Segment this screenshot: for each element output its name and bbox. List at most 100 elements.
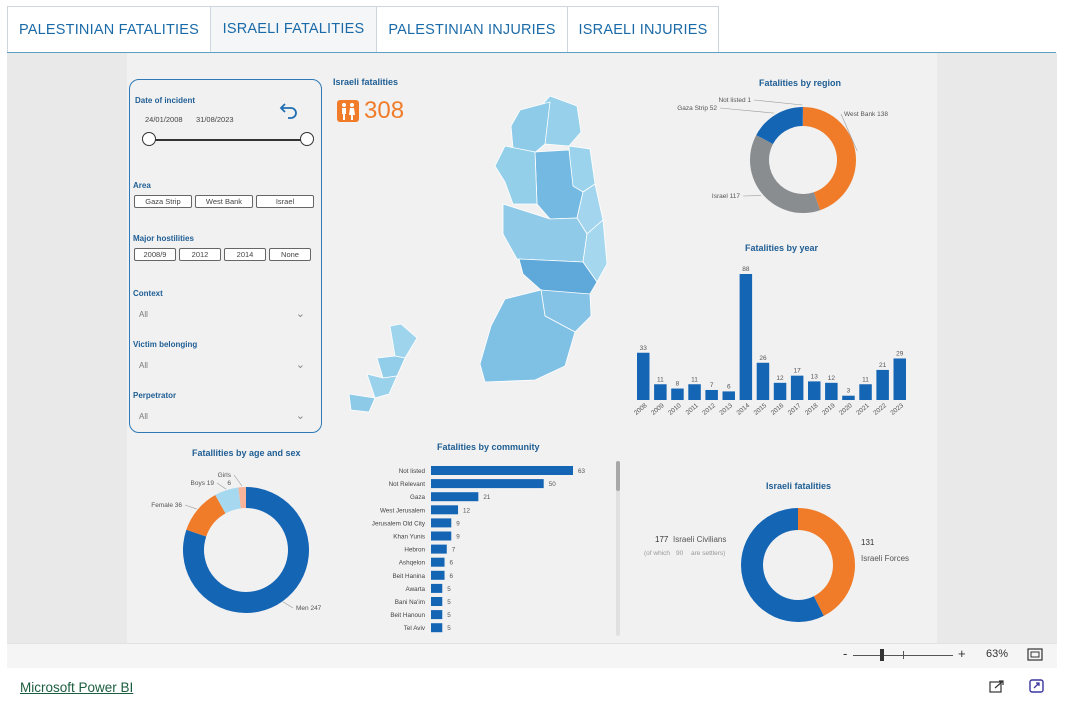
year-chart-title: Fatalities by year <box>745 243 819 253</box>
zoom-in-button[interactable]: + <box>958 646 966 661</box>
israeli-slice[interactable] <box>741 508 824 622</box>
hostilities-chip-none[interactable]: None <box>269 248 311 261</box>
area-chip-israel[interactable]: Israel <box>256 195 314 208</box>
age-label: Men 247 <box>296 605 322 612</box>
chevron-down-icon: ⌄ <box>295 410 305 422</box>
year-bar[interactable] <box>637 352 650 400</box>
date-slider-start-handle[interactable] <box>142 132 156 146</box>
community-bar-value: 5 <box>447 586 451 593</box>
date-start[interactable]: 24/01/2008 <box>145 115 183 124</box>
tab-divider <box>7 52 1056 53</box>
hostilities-chip-2014[interactable]: 2014 <box>224 248 266 261</box>
community-bar-value: 21 <box>483 494 491 501</box>
power-bi-link[interactable]: Microsoft Power BI <box>20 680 134 695</box>
tab-israeli-injuries[interactable]: ISRAELI INJURIES <box>567 6 719 52</box>
year-bar[interactable] <box>671 388 684 400</box>
tab-palestinian-injuries[interactable]: PALESTINIAN INJURIES <box>376 6 568 52</box>
year-bar[interactable] <box>688 384 701 400</box>
community-bar[interactable] <box>431 570 445 580</box>
fit-to-page-icon[interactable] <box>1027 648 1043 661</box>
age-slice[interactable] <box>186 495 226 537</box>
community-bar[interactable] <box>431 544 447 554</box>
year-bar[interactable] <box>859 384 872 400</box>
community-bar[interactable] <box>431 583 443 593</box>
hostilities-chip-2012[interactable]: 2012 <box>179 248 221 261</box>
community-bar-value: 50 <box>549 481 557 488</box>
region-slice[interactable] <box>756 107 803 145</box>
year-tick-label: 2015 <box>753 402 769 417</box>
area-chip-gaza[interactable]: Gaza Strip <box>134 195 192 208</box>
community-bar[interactable] <box>431 479 544 489</box>
community-bar[interactable] <box>431 623 443 633</box>
forces-label: Israeli Forces <box>861 554 910 563</box>
fullscreen-icon[interactable] <box>1029 679 1044 693</box>
year-tick-label: 2016 <box>770 402 786 417</box>
date-slider-end-handle[interactable] <box>300 132 314 146</box>
age-slice[interactable] <box>238 487 246 509</box>
year-bar[interactable] <box>825 382 838 400</box>
tab-palestinian-fatalities[interactable]: PALESTINIAN FATALITIES <box>7 6 211 52</box>
perpetrator-dropdown[interactable]: All ⌄ <box>139 410 309 426</box>
israeli-donut-chart[interactable] <box>732 500 872 630</box>
year-bar[interactable] <box>756 362 770 400</box>
year-bar[interactable] <box>722 391 736 400</box>
year-bar[interactable] <box>654 384 667 400</box>
community-scrollbar[interactable] <box>616 461 620 636</box>
year-tick-label: 2009 <box>650 402 666 417</box>
civilians-value: 177 <box>655 535 669 544</box>
perpetrator-filter-label: Perpetrator <box>133 391 177 400</box>
community-bar[interactable] <box>431 597 443 606</box>
region-slice[interactable] <box>803 107 856 211</box>
year-bar[interactable] <box>773 382 787 400</box>
community-chart-title: Fatalities by community <box>437 442 540 452</box>
year-bar[interactable] <box>790 375 804 400</box>
community-bar[interactable] <box>431 557 445 567</box>
zoom-slider-handle[interactable] <box>880 649 884 661</box>
year-bar[interactable] <box>842 395 855 400</box>
leader-line <box>233 474 243 487</box>
hostilities-chip-2008[interactable]: 2008/9 <box>134 248 176 261</box>
community-bar[interactable] <box>431 518 452 528</box>
map-region <box>376 355 406 379</box>
community-bar[interactable] <box>431 492 479 502</box>
age-label: Boys 19 <box>191 480 215 487</box>
forces-value: 131 <box>861 538 875 547</box>
year-bar[interactable] <box>893 358 907 400</box>
settlers-value: 90 <box>676 550 684 557</box>
community-bar[interactable] <box>431 531 452 541</box>
reset-icon[interactable] <box>279 100 299 120</box>
year-bar[interactable] <box>876 369 889 400</box>
community-bar-chart[interactable]: Not listed 63 Not Relevant 50 Gaza 21 West Jer… <box>355 460 605 636</box>
year-bar[interactable] <box>808 381 821 400</box>
age-slice[interactable] <box>215 487 241 514</box>
region-slice[interactable] <box>750 135 820 214</box>
tab-israeli-fatalities[interactable]: ISRAELI FATALITIES <box>210 6 377 52</box>
community-category-label: Khan Yunis <box>393 534 425 541</box>
community-bar[interactable] <box>431 610 443 620</box>
age-slice[interactable] <box>183 487 309 613</box>
community-category-label: Beit Hanina <box>392 573 425 580</box>
community-category-label: West Jerusalem <box>380 507 425 514</box>
community-bar[interactable] <box>431 466 573 475</box>
area-chip-west-bank[interactable]: West Bank <box>195 195 253 208</box>
year-bar-value: 6 <box>727 383 731 390</box>
share-icon[interactable] <box>989 679 1005 693</box>
year-bar[interactable] <box>739 274 753 400</box>
region-donut-chart[interactable]: West Bank 138 Israel 117 Gaza Strip 52Not … <box>639 92 919 220</box>
context-dropdown[interactable]: All ⌄ <box>139 308 309 324</box>
year-bar-value: 11 <box>691 376 698 383</box>
victim-dropdown[interactable]: All ⌄ <box>139 359 309 375</box>
date-end[interactable]: 31/08/2023 <box>196 115 234 124</box>
israeli-slice[interactable] <box>798 508 855 616</box>
zoom-level: 63% <box>986 648 1009 660</box>
age-label: Girls <box>218 472 232 479</box>
region-slice[interactable] <box>801 107 803 127</box>
region-label: Gaza Strip 52 <box>677 105 717 112</box>
year-bar-chart[interactable]: 3320081120098201011201172012620138820142… <box>630 258 924 423</box>
year-bar[interactable] <box>705 389 718 400</box>
map-visual[interactable] <box>345 94 620 416</box>
zoom-out-button[interactable]: - <box>843 646 848 661</box>
community-scrollbar-thumb[interactable] <box>616 461 620 491</box>
community-bar[interactable] <box>431 505 459 515</box>
